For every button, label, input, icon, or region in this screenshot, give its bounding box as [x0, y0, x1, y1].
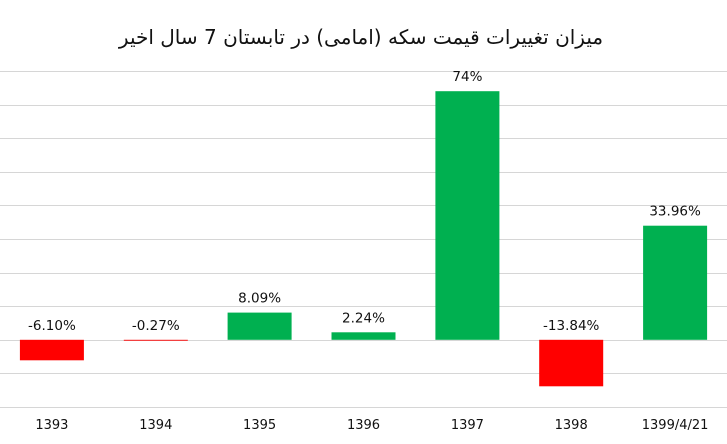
x-tick-label: 1393: [35, 418, 68, 433]
bar-1398: [539, 339, 604, 387]
bar-1393: [19, 339, 84, 361]
bar-1396: [331, 332, 396, 340]
x-tick-label: 1397: [451, 418, 484, 433]
x-tick-label: 1396: [347, 418, 380, 433]
x-tick-label: 1398: [555, 418, 588, 433]
data-label: 8.09%: [238, 291, 281, 307]
data-label: 74%: [452, 69, 482, 85]
bars: [19, 91, 708, 387]
data-label: 2.24%: [342, 310, 385, 326]
data-label: -6.10%: [28, 318, 76, 334]
chart-title: میزان تغییرات قیمت سکه (امامی) در تابستا…: [118, 25, 603, 49]
x-axis-ticks: 1393 1394 1395 1396 1397 1398 1399/4/21: [35, 418, 708, 433]
bar-1399-4-21: [643, 225, 708, 340]
data-label: -13.84%: [543, 318, 600, 334]
bar-1395: [227, 312, 292, 340]
data-label: -0.27%: [132, 318, 180, 334]
gridlines: [0, 71, 727, 408]
bar-1394: [123, 339, 188, 341]
x-tick-label: 1394: [139, 418, 172, 433]
data-label: 33.96%: [649, 204, 701, 220]
data-labels: -6.10% -0.27% 8.09% 2.24% 74% -13.84% 33.96%: [28, 69, 701, 334]
x-tick-label: 1395: [243, 418, 276, 433]
x-tick-label: 1399/4/21: [642, 418, 709, 433]
bar-1397: [435, 91, 500, 340]
